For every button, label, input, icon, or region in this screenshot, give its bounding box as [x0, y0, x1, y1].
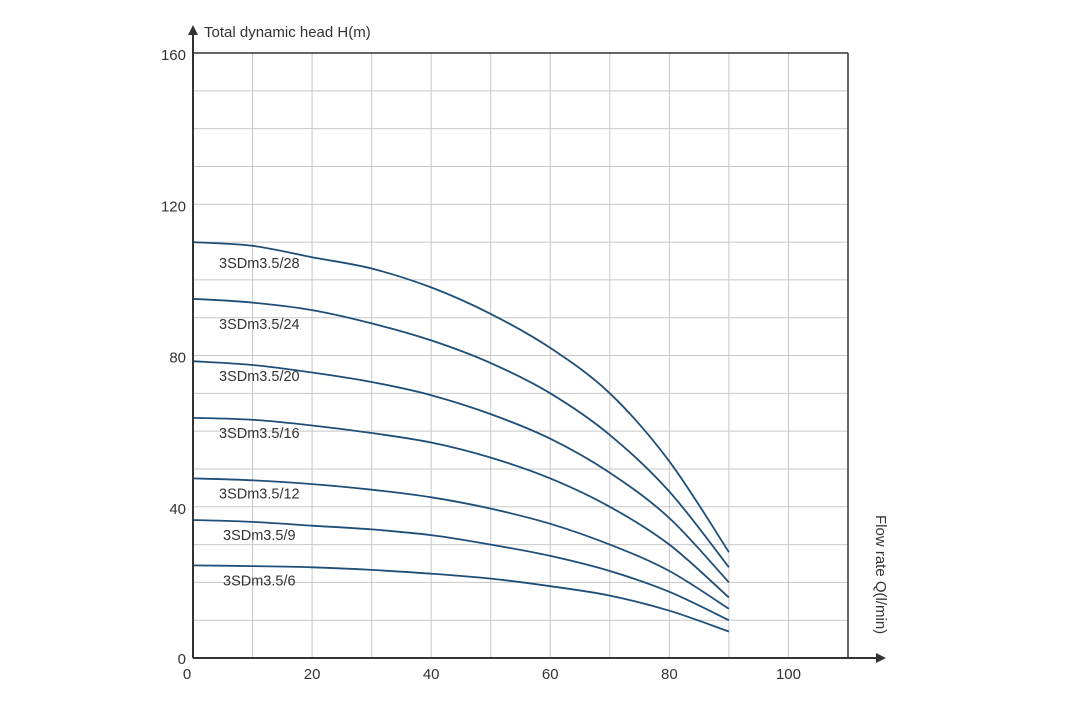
series-label: 3SDm3.5/12	[219, 486, 300, 502]
y-tick-label: 80	[169, 350, 186, 367]
series-label: 3SDm3.5/24	[219, 317, 300, 333]
tick-labels: 0 20 40 60 80 100 0 40 80 120 160	[161, 47, 801, 683]
series-line	[192, 360, 730, 584]
series-line	[192, 564, 730, 633]
series-label: 3SDm3.5/20	[219, 369, 300, 385]
x-tick-label: 40	[423, 666, 440, 683]
x-tick-label: 100	[776, 666, 801, 683]
x-axis-arrow	[876, 653, 886, 663]
series-label: 3SDm3.5/16	[219, 426, 300, 442]
y-axis-arrow	[188, 25, 198, 35]
y-tick-label: 160	[161, 47, 186, 64]
series-labels: 3SDm3.5/28 3SDm3.5/24 3SDm3.5/20 3SDm3.5/16…	[219, 256, 300, 589]
grid-lines	[193, 53, 848, 658]
x-tick-label: 80	[661, 666, 678, 683]
y-tick-label: 40	[169, 501, 186, 518]
series-label: 3SDm3.5/9	[223, 528, 296, 544]
performance-curves	[192, 241, 730, 633]
x-axis-title: Flow rate Q(l/min)	[872, 515, 889, 634]
series-line	[192, 297, 730, 568]
series-line	[192, 417, 730, 599]
y-tick-label: 0	[178, 651, 186, 668]
series-label: 3SDm3.5/28	[219, 256, 300, 272]
axes	[188, 25, 886, 663]
series-line	[192, 241, 730, 553]
series-line	[192, 519, 730, 622]
x-tick-label: 20	[304, 666, 321, 683]
series-label: 3SDm3.5/6	[223, 573, 296, 589]
x-tick-label: 0	[183, 666, 191, 683]
series-line	[192, 477, 730, 610]
x-tick-label: 60	[542, 666, 559, 683]
y-axis-title: Total dynamic head H(m)	[204, 24, 371, 41]
y-tick-label: 120	[161, 198, 186, 215]
